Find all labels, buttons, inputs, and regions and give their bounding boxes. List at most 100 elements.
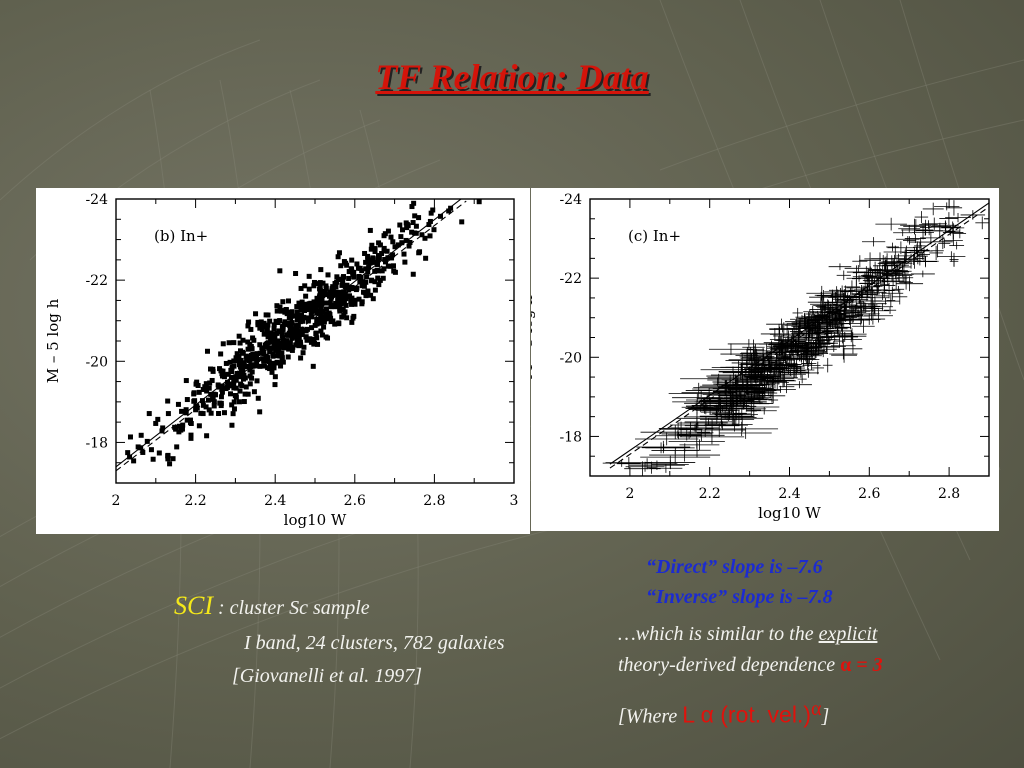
chart-b-y-tick-label: -24 [85,192,108,208]
chart-b-data-point [279,333,285,339]
chart-b-data-point [240,349,246,355]
chart-b-data-point [390,239,396,245]
chart-b-data-point [308,339,314,345]
chart-b-data-point [313,330,319,336]
chart-b-data-point [338,263,344,269]
chart-b-data-point [170,456,176,462]
chart-b-data-point [389,255,395,261]
chart-b-data-point [288,324,294,330]
chart-b-x-tick-label: 2.4 [264,493,286,509]
chart-b-data-point [398,234,404,240]
chart-b-data-point [211,403,217,409]
chart-b-data-point [131,458,137,464]
chart-b-data-point [242,375,248,381]
chart-b-data-point [269,333,275,339]
chart-b-data-point [225,371,231,377]
chart-b-data-point [381,245,387,251]
chart-b-data-point [221,374,227,380]
chart-b-data-point [372,246,378,252]
chart-b-data-point [278,308,284,314]
chart-b-data-point [165,411,171,417]
chart-b-data-point [254,353,260,359]
chart-b-data-point [220,341,226,347]
chart-b-data-point [248,344,254,350]
chart-b-data-point [298,342,304,348]
chart-b-data-point [372,287,378,293]
chart-b-data-point [254,378,260,384]
chart-b-data-point [430,207,436,213]
chart-b-data-point [278,340,284,346]
chart-b-data-point [381,266,387,272]
chart-b-data-point [205,397,211,403]
chart-b-data-point [286,346,292,352]
chart-b-data-point [144,438,150,444]
chart-b-data-point [437,213,443,219]
chart-c-panel-label: (c) In+ [628,227,681,245]
chart-b-data-point [343,296,349,302]
chart-c-x-axis-label: log10 W [758,504,821,522]
chart-b-data-point [366,264,372,270]
chart-b-data-point [204,388,210,394]
chart-b-data-point [269,369,275,375]
chart-b-data-point [339,307,345,313]
chart-b-data-point [219,371,225,377]
chart-b-data-point [278,363,284,369]
chart-b-data-point [303,328,309,334]
chart-b-data-point [236,353,242,359]
chart-b-data-point [223,386,229,392]
chart-b-data-point [275,319,281,325]
chart-b-data-point [275,347,281,353]
chart-b-data-point [342,309,348,315]
chart-b-data-point [138,432,144,438]
chart-b-data-point [317,284,323,290]
chart-b-data-point [352,301,358,307]
chart-b-data-point [385,263,391,269]
chart-b-data-point [390,263,396,269]
chart-b-data-point [346,294,352,300]
chart-b-data-point [318,320,324,326]
chart-b-data-point [175,401,181,407]
chart-b-data-point [314,335,320,341]
chart-b-data-point [369,242,375,248]
chart-c-y-tick-label: -24 [559,192,582,208]
chart-b-data-point [293,342,299,348]
chart-b-data-point [315,341,321,347]
chart-b-data-point [297,319,303,325]
chart-b-data-point [227,359,233,365]
chart-b-data-point [289,347,295,353]
chart-b-data-point [376,282,382,288]
chart-b-data-point [233,385,239,391]
chart-b-data-point [261,358,267,364]
chart-b-data-point [274,303,280,309]
chart-b-data-point [176,423,182,429]
chart-b-data-point [400,227,406,233]
chart-b-data-point [275,350,281,356]
chart-b-data-point [156,450,162,456]
chart-b-data-point [348,298,354,304]
chart-b-data-point [125,450,131,456]
theory-note: theory-derived dependence α = 3 [618,654,883,677]
chart-b-data-point [342,291,348,297]
chart-b-data-point [318,267,324,273]
chart-b-data-point [397,222,403,228]
chart-b-data-point [192,398,198,404]
chart-b-data-point [285,354,291,360]
chart-b-data-point [308,301,314,307]
chart-b-data-point [231,358,237,364]
chart-b-data-point [231,406,237,412]
chart-b-data-point [279,355,285,361]
chart-b-data-point [294,313,300,319]
chart-b-data-point [184,417,190,423]
chart-b-data-point [376,255,382,261]
chart-b-data-point [219,389,225,395]
chart-b-data-point [246,319,252,325]
chart-b-data-point [349,295,355,301]
luminosity-formula: L α (rot. vel.) [682,701,811,728]
chart-b-data-point [318,299,324,305]
chart-b-data-point [329,302,335,308]
chart-b-data-point [238,381,244,387]
chart-b-data-point [323,300,329,306]
chart-b-data-point [431,227,437,233]
chart-b-data-point [270,353,276,359]
chart-b-data-point [217,400,223,406]
